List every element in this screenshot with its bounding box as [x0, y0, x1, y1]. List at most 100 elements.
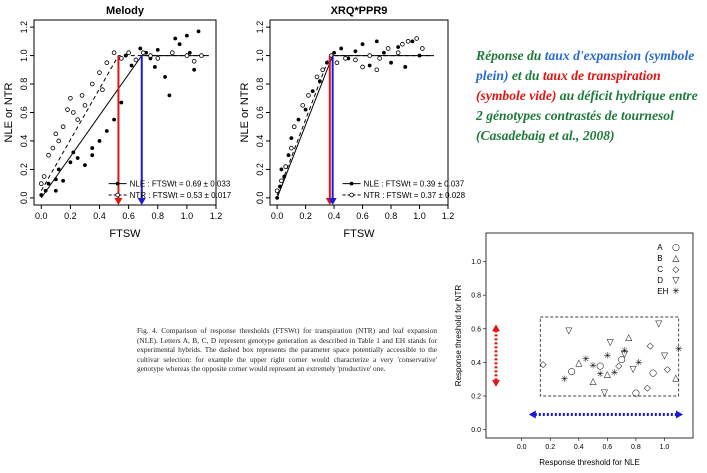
x-tick-label: 0.0 [517, 444, 527, 451]
nle-point [90, 153, 95, 158]
nle-point [138, 46, 143, 51]
legend-symbol: ○ [672, 243, 680, 253]
ntr-point [133, 57, 139, 63]
legend-nle-text: NLE : FTSWt = 0.39 ± 0.037 [364, 180, 465, 189]
genotype-d-point: ▽ [661, 352, 668, 362]
nle-point [68, 160, 73, 165]
ntr-point [306, 93, 311, 98]
y-axis-label: NLE or NTR [239, 82, 251, 142]
y-tick-label: 0.6 [471, 326, 481, 333]
genotype-a-point: ○ [618, 355, 626, 365]
nle-point [382, 50, 386, 55]
x-tick-label: 1.0 [660, 444, 670, 451]
nle-point [112, 117, 116, 122]
genotype-eh-point: ✳ [589, 362, 597, 372]
nle-point [374, 39, 379, 44]
genotype-a-point: ○ [649, 368, 657, 378]
legend-ntr-marker [115, 192, 120, 198]
genotype-d-point: ▽ [630, 365, 637, 375]
nle-point [187, 50, 192, 55]
x-tick-label: 0.4 [328, 211, 341, 221]
ntr-point [405, 39, 411, 44]
nle-point [289, 136, 294, 141]
genotype-b-point: △ [625, 333, 632, 343]
legend-ntr-text: NTR : FTSWt = 0.37 ± 0.028 [364, 191, 466, 200]
genotype-b-point: △ [672, 374, 679, 384]
nle-point [282, 174, 287, 179]
ntr-point [420, 46, 425, 51]
y-axis-label: NLE or NTR [3, 82, 15, 142]
ntr-point [374, 67, 380, 73]
genotype-a-point: ○ [596, 362, 604, 372]
y-tick-label: 1.0 [19, 49, 29, 62]
nle-point [296, 117, 301, 122]
legend-ntr-marker [349, 192, 354, 198]
red-arrow-head-top [491, 324, 500, 332]
ntr-point [360, 64, 365, 70]
ntr-point [97, 70, 102, 75]
ntr-threshold-arrow-head [114, 198, 123, 205]
genotype-c-point: ◇ [644, 384, 651, 394]
nle-point [119, 100, 124, 105]
ntr-point [56, 138, 62, 144]
nle-point [43, 188, 48, 193]
x-tick-label: 0.0 [271, 211, 284, 221]
legend-nle-marker [349, 181, 354, 186]
legend-symbol: ▽ [672, 276, 679, 286]
y-tick-label: 0.6 [255, 106, 265, 119]
nle-point [123, 53, 128, 58]
genotype-a-point: ○ [632, 389, 640, 399]
ntr-point [291, 124, 297, 130]
x-tick-label: 0.2 [64, 211, 77, 221]
y-tick-label: 0.8 [471, 293, 481, 300]
x-tick-label: 0.8 [385, 211, 398, 221]
genotype-eh-point: ✳ [621, 347, 629, 357]
y-tick-label: 0.2 [471, 393, 481, 400]
ntr-point [343, 56, 348, 61]
genotype-b-point: △ [575, 358, 582, 368]
ntr-point [155, 56, 161, 61]
genotype-b-point: △ [604, 370, 611, 380]
nle-point [97, 139, 102, 143]
ntr-point [274, 188, 280, 194]
x-tick-label: 0.4 [93, 211, 106, 221]
x-tick-label: 1.2 [442, 211, 455, 221]
ntr-point [111, 50, 117, 56]
plot-frame [485, 232, 694, 439]
nle-point [104, 129, 109, 133]
ntr-point [170, 50, 175, 56]
genotype-c-point: ◇ [647, 342, 654, 352]
y-tick-label: 1.2 [255, 21, 265, 34]
y-tick-label: 0.2 [255, 163, 265, 176]
nle-point [339, 46, 344, 51]
ntr-point [300, 103, 306, 108]
nle-point [163, 75, 167, 79]
nle-point [75, 156, 80, 160]
nle-point [90, 146, 95, 150]
nle-point [39, 193, 44, 197]
ntr-point [140, 50, 146, 56]
french-annotation: Réponse du taux d'expansion (symbole ple… [476, 46, 706, 146]
nle-point [192, 67, 197, 72]
ntr-point [41, 174, 47, 179]
nle-point [53, 177, 58, 182]
y-tick-label: 0.2 [19, 163, 29, 176]
nle-point [353, 49, 358, 54]
genotype-eh-point: ✳ [675, 345, 683, 355]
nle-threshold-arrow-head [137, 198, 146, 205]
nle-point [389, 60, 393, 65]
nle-point [310, 89, 315, 94]
ntr-point [82, 103, 88, 108]
y-tick-label: 1.0 [255, 49, 265, 62]
nle-point [152, 65, 157, 69]
ntr-point [314, 74, 320, 80]
ntr-point [283, 164, 288, 169]
nle-point [417, 53, 422, 58]
chart-title: XRQ*PPR9 [331, 5, 388, 17]
annotation-transpiration: taux de transpiration (symbole vide) [476, 68, 661, 103]
genotype-d-point: ▽ [607, 338, 614, 348]
ntr-point [75, 117, 80, 122]
nle-point [184, 33, 189, 38]
ntr-point [46, 152, 51, 158]
